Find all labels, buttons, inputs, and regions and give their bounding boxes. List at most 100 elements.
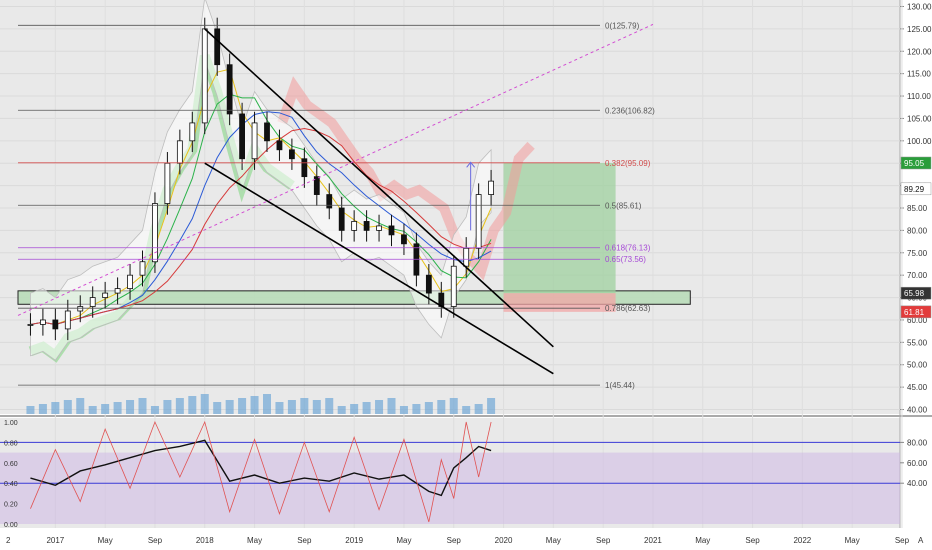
candle-body xyxy=(27,324,34,326)
candle-body xyxy=(488,180,495,195)
price-tick-label: 130.00 xyxy=(907,2,932,11)
volume-bar xyxy=(437,400,446,414)
price-tick-label: 105.00 xyxy=(907,114,932,123)
oscillator-left-tick: 0.80 xyxy=(4,440,18,447)
price-badge-label: 65.98 xyxy=(904,289,925,298)
volume-bar xyxy=(88,406,97,414)
price-badge xyxy=(900,286,932,300)
moving-average-line xyxy=(30,93,492,325)
fib-level-label: 0.65(73.56) xyxy=(605,255,646,264)
price-tick-label: 60.00 xyxy=(907,316,928,325)
volume-bar xyxy=(325,398,334,414)
volume-bar xyxy=(51,402,60,414)
volume-bar xyxy=(362,402,371,414)
time-tick-label: 2021 xyxy=(644,536,662,545)
price-badge-label: 95.05 xyxy=(904,159,925,168)
price-badge-label: 61.81 xyxy=(904,308,925,317)
time-axis-corner-right: A xyxy=(918,536,924,545)
time-tick-label: 2019 xyxy=(345,536,363,545)
upper-wedge-line xyxy=(204,28,554,348)
candle-body xyxy=(264,122,270,142)
price-tick-label: 70.00 xyxy=(907,271,928,280)
stop-zone xyxy=(503,293,616,312)
candle-body xyxy=(313,176,320,195)
candle-body xyxy=(214,28,221,66)
time-tick-label: 2017 xyxy=(46,536,64,545)
candle-body xyxy=(338,207,345,231)
candle-body xyxy=(363,221,370,231)
price-badge xyxy=(900,156,932,170)
oscillator-left-tick: 0.40 xyxy=(4,481,18,488)
candle-body xyxy=(77,306,84,312)
volume-bar xyxy=(126,400,135,414)
candle-body xyxy=(127,274,133,290)
oscillator-signal-line xyxy=(30,420,492,523)
candle-body xyxy=(351,221,358,231)
volume-bar xyxy=(462,406,471,414)
candle-body xyxy=(164,162,171,204)
volume-bar xyxy=(26,406,35,414)
time-tick-label: Sep xyxy=(895,536,910,545)
price-tick-label: 75.00 xyxy=(907,249,928,258)
volume-bar xyxy=(250,396,259,414)
volume-bar xyxy=(213,402,222,414)
volume-bar xyxy=(487,398,496,414)
time-tick-label: 2020 xyxy=(495,536,513,545)
volume-bar xyxy=(113,402,122,414)
volume-bar xyxy=(300,398,309,414)
candle-body xyxy=(301,158,308,178)
price-tick-label: 110.00 xyxy=(907,92,931,101)
volume-bar xyxy=(76,398,85,414)
time-axis-corner-left: 2 xyxy=(6,536,11,545)
candle-body xyxy=(276,140,283,151)
candle-body xyxy=(114,288,121,294)
price-badge xyxy=(900,305,932,319)
oscillator-left-tick: 0.00 xyxy=(4,522,18,529)
volume-bar xyxy=(387,398,396,414)
volume-bar xyxy=(163,400,172,414)
candle-body xyxy=(388,225,395,236)
candle-body xyxy=(288,149,295,160)
volume-bar xyxy=(175,398,184,414)
volume-bar xyxy=(63,400,72,414)
volume-bar xyxy=(200,394,209,414)
price-tick-label: 125.00 xyxy=(907,25,932,34)
fib-level-label: 0(125.79) xyxy=(605,21,640,30)
candle-body xyxy=(89,297,96,307)
volume-bar xyxy=(375,400,384,414)
price-tick-label: 115.00 xyxy=(907,70,931,79)
volume-bar xyxy=(337,406,346,414)
fib-level-label: 1(45.44) xyxy=(605,381,635,390)
candle-body xyxy=(376,225,382,231)
candle-body xyxy=(52,319,59,330)
volume-bar xyxy=(188,396,197,414)
lower-wedge-line xyxy=(204,162,554,375)
price-badge-label: 89.29 xyxy=(904,185,925,194)
candle-body xyxy=(239,113,246,160)
price-tick-label: 55.00 xyxy=(907,338,928,347)
candle-body xyxy=(189,122,196,142)
volume-bar xyxy=(101,404,110,414)
volume-bar xyxy=(424,402,433,414)
candle-body xyxy=(64,310,71,330)
candle-body xyxy=(450,265,457,307)
price-tick-label: 45.00 xyxy=(907,383,928,392)
bollinger-band xyxy=(30,0,492,361)
volume-bar xyxy=(399,406,408,414)
candle-body xyxy=(251,122,258,160)
candle-body xyxy=(425,274,432,294)
price-badge xyxy=(900,182,932,196)
candle-body xyxy=(152,203,158,263)
volume-bar xyxy=(287,400,296,414)
candle-body xyxy=(226,64,233,115)
candle-body xyxy=(201,28,208,124)
time-tick-label: 2018 xyxy=(196,536,214,545)
fib-level-label: 0.236(106.82) xyxy=(605,106,655,115)
candle-body xyxy=(475,194,482,249)
time-tick-label: Sep xyxy=(745,536,760,545)
oscillator-right-tick: 80.00 xyxy=(907,438,928,447)
time-tick-label: Sep xyxy=(148,536,163,545)
volume-bar xyxy=(238,398,247,414)
